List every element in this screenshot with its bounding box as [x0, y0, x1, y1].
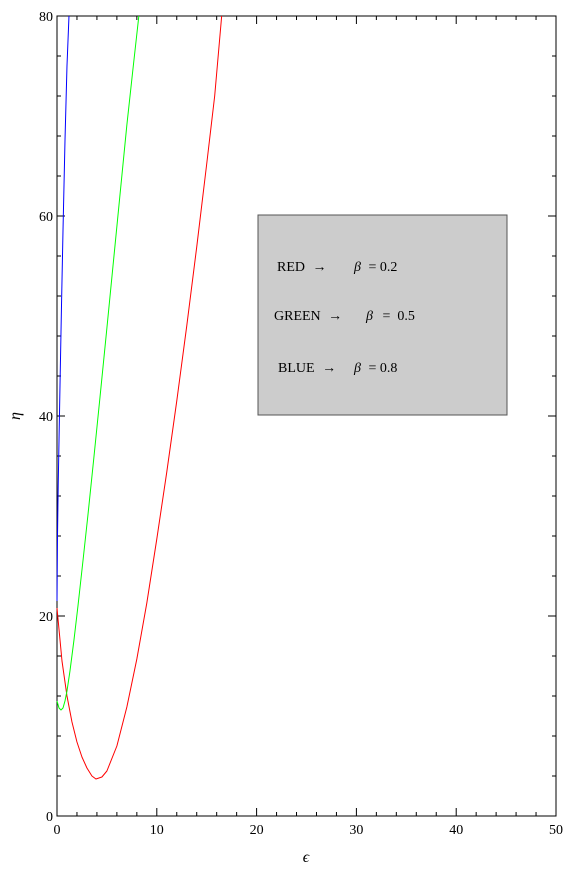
series-layer: [56, 15, 223, 780]
legend-blue-symbol: β: [353, 361, 361, 376]
x-tick-label: 10: [150, 823, 164, 838]
legend-entry-blue: BLUE → β = 0.8: [278, 361, 397, 376]
legend-red-word: RED: [277, 260, 305, 275]
x-tick-label: 50: [549, 823, 563, 838]
legend-green-arrow: →: [328, 309, 342, 324]
y-axis-label: η: [7, 412, 24, 420]
legend-green-eq: = 0.5: [382, 309, 414, 324]
y-tick-label: 40: [39, 410, 53, 425]
legend-red-eq: = 0.2: [368, 260, 397, 275]
plot-frame: [56, 15, 557, 817]
x-tick-label: 40: [449, 823, 463, 838]
legend-entry-green: GREEN → β = 0.5: [274, 309, 415, 324]
legend-blue-word: BLUE: [278, 361, 315, 376]
x-axis-label: ϵ: [303, 849, 310, 866]
x-tick-label: 30: [349, 823, 363, 838]
tick-labels: 0 10 20 30 40 50 0 20 40 60 80: [39, 10, 563, 838]
legend-blue-arrow: →: [322, 361, 336, 376]
x-tick-label: 0: [54, 823, 61, 838]
legend-box: [257, 214, 508, 416]
series-green-line: [56, 15, 140, 711]
y-tick-label: 80: [39, 10, 53, 25]
legend-red-symbol: β: [353, 260, 361, 275]
legend-green-symbol: β: [365, 309, 373, 324]
y-tick-label: 60: [39, 210, 53, 225]
series-red-line: [56, 15, 223, 780]
legend-blue-eq: = 0.8: [368, 361, 397, 376]
legend-entry-red: RED → β = 0.2: [277, 260, 397, 275]
y-tick-label: 20: [39, 610, 53, 625]
x-tick-label: 20: [250, 823, 264, 838]
axis-ticks: [56, 15, 557, 817]
y-tick-label: 0: [46, 810, 53, 825]
legend: RED → β = 0.2 GREEN → β = 0.5 BLUE → β =…: [257, 214, 508, 416]
legend-green-word: GREEN: [274, 309, 321, 324]
legend-red-arrow: →: [313, 260, 327, 275]
series-blue-line: [56, 15, 70, 602]
